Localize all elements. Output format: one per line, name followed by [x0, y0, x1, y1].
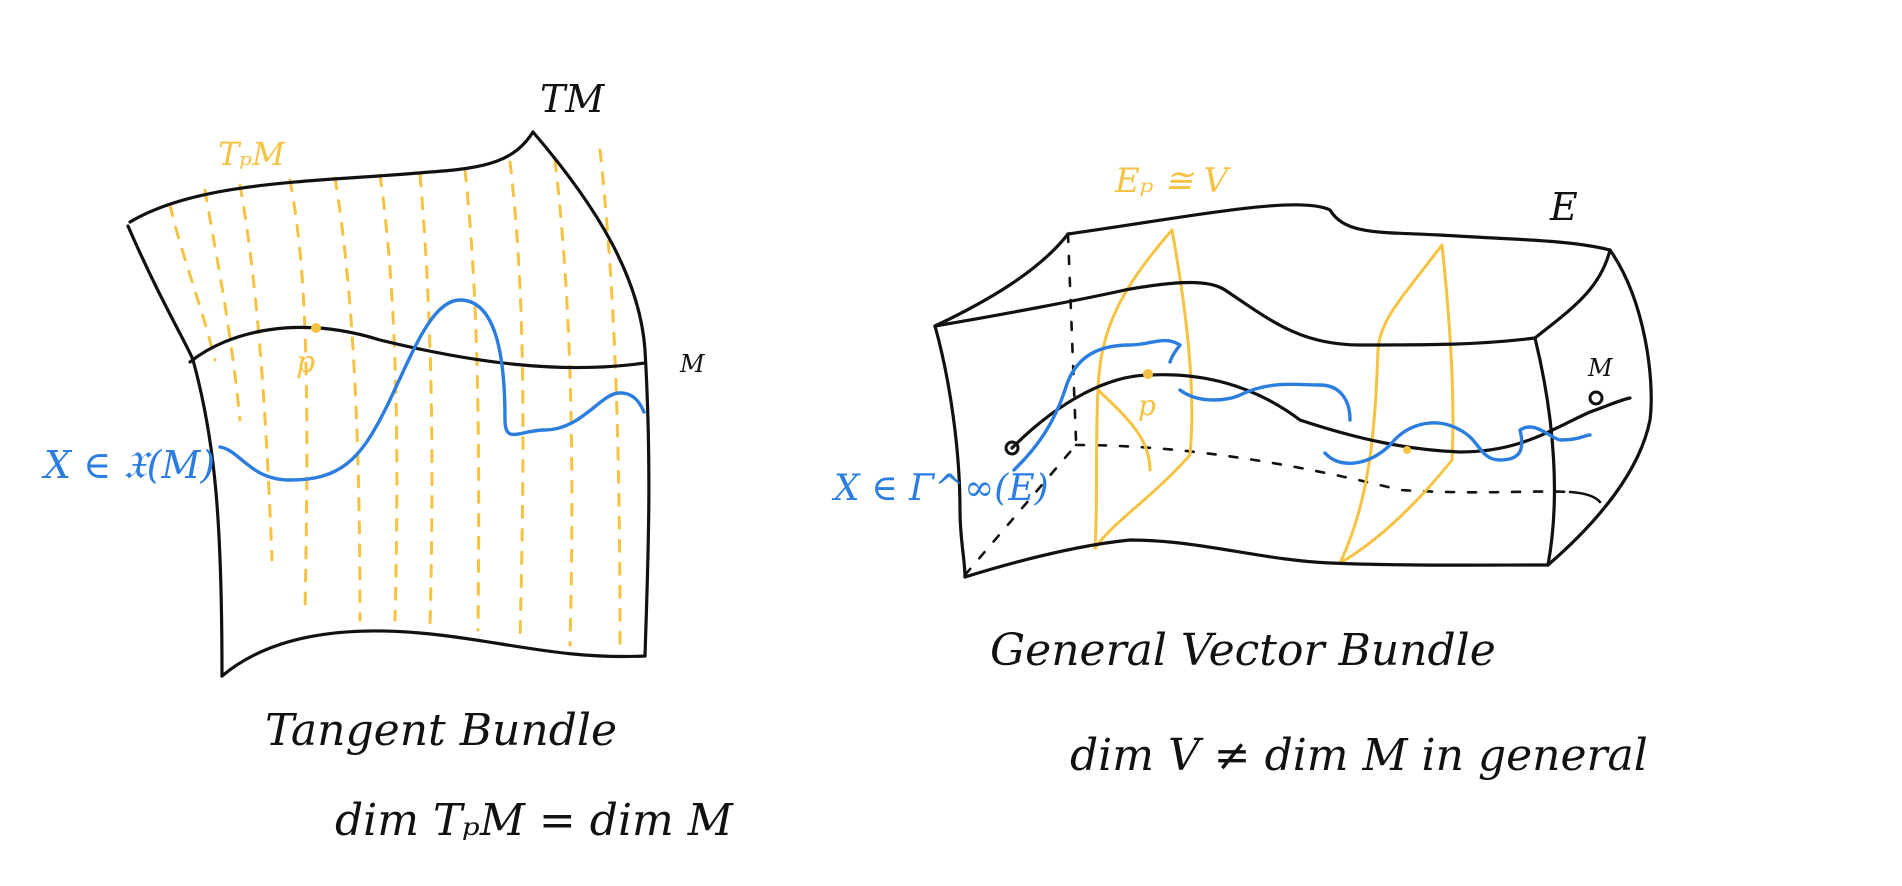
tangent-space-fibers	[168, 148, 622, 652]
tangent-bundle-figure: TM TₚM M p X ∈ 𝔛(M) Tangent Bundle dim T…	[41, 77, 734, 846]
e-left-edge	[933, 324, 967, 579]
point-on-section	[1403, 446, 1411, 454]
hidden-back-vertical	[1066, 232, 1078, 442]
e-front-right-edge	[1533, 336, 1557, 567]
e-top-front-edge	[933, 280, 1537, 347]
tangent-dimension-note: dim TₚM = dim M	[335, 795, 734, 846]
vector-space-fibers	[1093, 228, 1455, 565]
base-endpoint-right	[1588, 390, 1604, 406]
section-curve-right	[1323, 421, 1592, 465]
e-label: E	[1549, 185, 1578, 229]
vector-field-label: X ∈ 𝔛(M)	[41, 443, 215, 487]
tm-left-edge	[126, 224, 224, 678]
hidden-bottom-back	[1074, 443, 1572, 494]
section-curve-left	[1012, 338, 1182, 472]
base-m-label: M	[679, 350, 706, 378]
fiber-label: Eₚ ≅ V	[1114, 161, 1232, 201]
vector-bundle-caption: General Vector Bundle	[990, 625, 1496, 676]
vector-bundle-figure: E Eₚ ≅ V M p X ∈ Γ^∞(E) General Vector B…	[831, 161, 1653, 781]
hidden-bottom-diagonal	[963, 443, 1078, 577]
tm-label: TM	[540, 77, 605, 121]
e-right-top-edge	[1533, 248, 1612, 340]
e-hidden-corner-mark	[1568, 490, 1602, 504]
point-p-dot	[311, 323, 321, 333]
base-manifold-m-in-e	[1010, 373, 1632, 454]
point-p-dot-e	[1143, 369, 1153, 379]
e-bottom-edge	[963, 538, 1550, 579]
e-top-back-edge	[1066, 203, 1612, 252]
base-m-label-e: M	[1587, 354, 1614, 382]
tm-top-edge	[128, 130, 535, 224]
tm-right-edge	[531, 130, 651, 658]
base-manifold-m	[188, 325, 647, 370]
tangent-space-label: TₚM	[218, 135, 286, 173]
section-label: X ∈ Γ^∞(E)	[831, 468, 1049, 509]
tm-bottom-edge	[220, 629, 647, 678]
point-p-label: p	[296, 345, 315, 380]
point-p-label-e: p	[1138, 389, 1156, 422]
vector-dimension-note: dim V ≠ dim M in general	[1070, 730, 1648, 781]
section-curve-middle	[1178, 382, 1352, 422]
tangent-caption: Tangent Bundle	[265, 705, 617, 756]
base-endpoint-left	[1004, 440, 1020, 456]
e-right-edge	[1546, 248, 1653, 567]
vector-field-curve	[218, 298, 646, 482]
e-left-top-edge	[933, 232, 1070, 328]
